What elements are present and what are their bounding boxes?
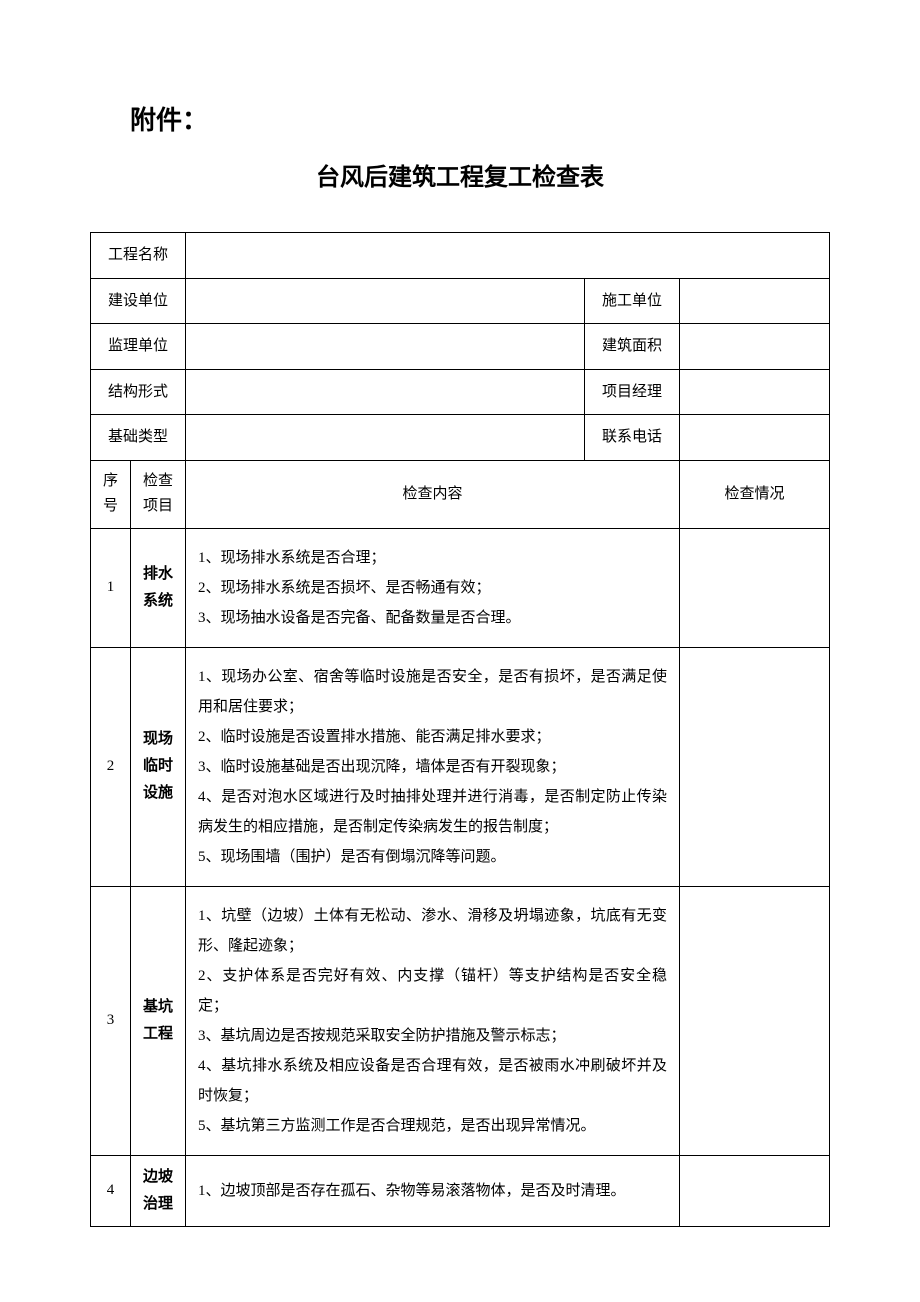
row-status (680, 886, 830, 1155)
row-content: 1、现场排水系统是否合理；2、现场排水系统是否损坏、是否畅通有效；3、现场抽水设… (186, 528, 680, 647)
contact-phone-label: 联系电话 (585, 415, 680, 461)
construction-unit-label: 建设单位 (91, 278, 186, 324)
header-status: 检查情况 (680, 460, 830, 528)
structure-type-label: 结构形式 (91, 369, 186, 415)
contractor-label: 施工单位 (585, 278, 680, 324)
info-row-structure: 结构形式 项目经理 (91, 369, 830, 415)
row-seq: 4 (91, 1155, 131, 1226)
foundation-type-label: 基础类型 (91, 415, 186, 461)
contact-phone-value (680, 415, 830, 461)
row-content: 1、坑壁（边坡）土体有无松动、渗水、滑移及坍塌迹象，坑底有无变形、隆起迹象；2、… (186, 886, 680, 1155)
header-seq: 序号 (91, 460, 131, 528)
info-row-foundation: 基础类型 联系电话 (91, 415, 830, 461)
info-row-construction: 建设单位 施工单位 (91, 278, 830, 324)
construction-unit-value (186, 278, 585, 324)
row-status (680, 1155, 830, 1226)
building-area-label: 建筑面积 (585, 324, 680, 370)
foundation-type-value (186, 415, 585, 461)
project-manager-value (680, 369, 830, 415)
row-seq: 1 (91, 528, 131, 647)
contractor-value (680, 278, 830, 324)
table-row: 4 边坡治理 1、边坡顶部是否存在孤石、杂物等易滚落物体，是否及时清理。 (91, 1155, 830, 1226)
row-item: 基坑工程 (131, 886, 186, 1155)
inspection-table: 工程名称 建设单位 施工单位 监理单位 建筑面积 结构形式 项目经理 基础类型 … (90, 232, 830, 1227)
row-status (680, 528, 830, 647)
table-row: 3 基坑工程 1、坑壁（边坡）土体有无松动、渗水、滑移及坍塌迹象，坑底有无变形、… (91, 886, 830, 1155)
structure-type-value (186, 369, 585, 415)
supervision-unit-value (186, 324, 585, 370)
page-title: 台风后建筑工程复工检查表 (90, 157, 830, 192)
header-item: 检查项目 (131, 460, 186, 528)
building-area-value (680, 324, 830, 370)
info-row-supervision: 监理单位 建筑面积 (91, 324, 830, 370)
header-content: 检查内容 (186, 460, 680, 528)
project-name-label: 工程名称 (91, 233, 186, 279)
row-seq: 3 (91, 886, 131, 1155)
row-seq: 2 (91, 647, 131, 886)
row-content: 1、现场办公室、宿舍等临时设施是否安全，是否有损坏，是否满足使用和居住要求；2、… (186, 647, 680, 886)
table-row: 2 现场临时设施 1、现场办公室、宿舍等临时设施是否安全，是否有损坏，是否满足使… (91, 647, 830, 886)
table-header-row: 序号 检查项目 检查内容 检查情况 (91, 460, 830, 528)
row-content: 1、边坡顶部是否存在孤石、杂物等易滚落物体，是否及时清理。 (186, 1155, 680, 1226)
row-item: 排水系统 (131, 528, 186, 647)
table-row: 1 排水系统 1、现场排水系统是否合理；2、现场排水系统是否损坏、是否畅通有效；… (91, 528, 830, 647)
project-name-value (186, 233, 830, 279)
info-row-project-name: 工程名称 (91, 233, 830, 279)
attachment-label: 附件： (130, 100, 830, 137)
row-status (680, 647, 830, 886)
row-item: 边坡治理 (131, 1155, 186, 1226)
row-item: 现场临时设施 (131, 647, 186, 886)
supervision-unit-label: 监理单位 (91, 324, 186, 370)
project-manager-label: 项目经理 (585, 369, 680, 415)
